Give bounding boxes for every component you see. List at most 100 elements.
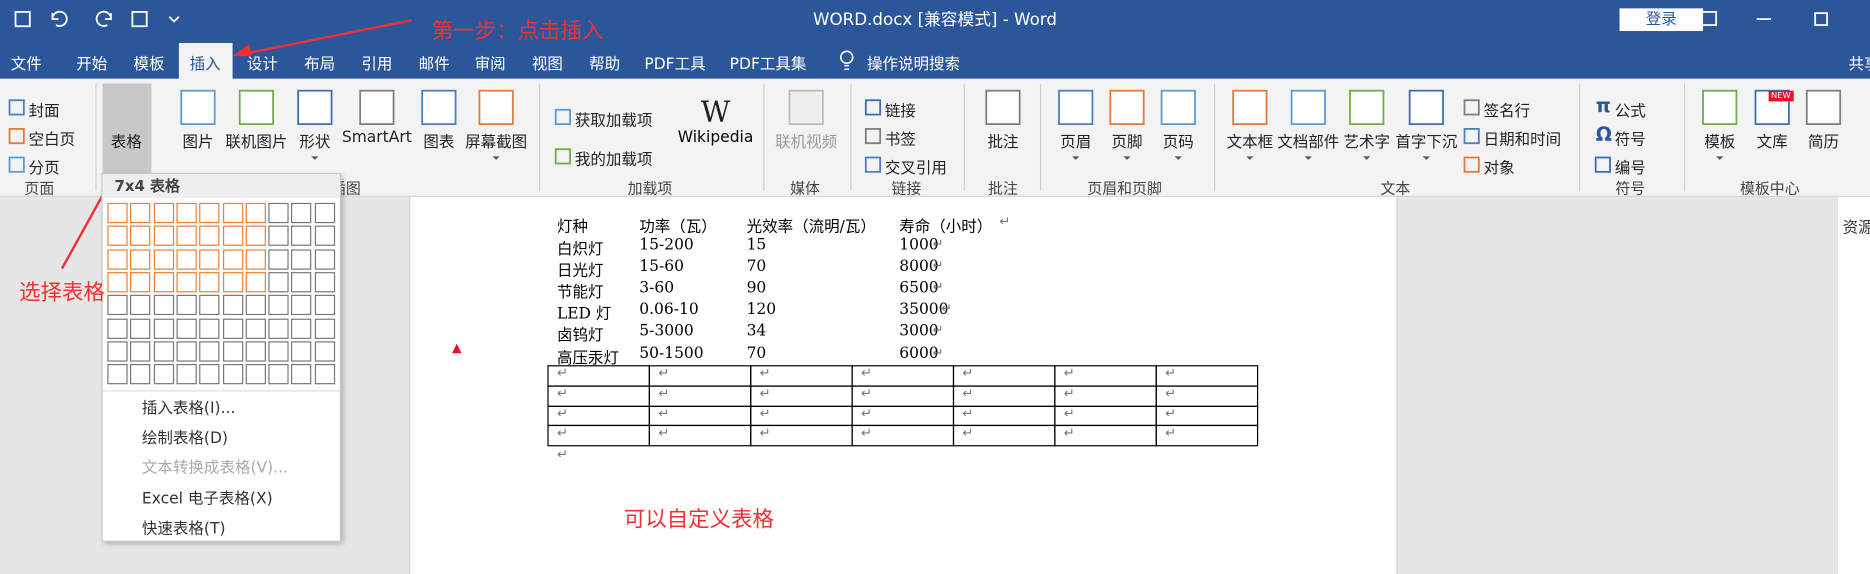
ribbon-button[interactable]: 我的加载项 [574, 151, 653, 170]
ribbon-button[interactable]: 分页 [28, 159, 60, 178]
ribbon-button[interactable]: 页眉 [1060, 133, 1092, 152]
grid-cell[interactable] [153, 341, 174, 362]
grid-cell[interactable] [153, 294, 174, 316]
ribbon-button[interactable]: 空白页 [28, 131, 76, 150]
ribbon-button[interactable]: 简历 [1807, 133, 1839, 152]
grid-cell[interactable] [314, 248, 335, 270]
grid-cell[interactable] [107, 341, 128, 362]
grid-cell[interactable] [291, 341, 312, 362]
grid-cell[interactable] [291, 248, 312, 270]
ribbon-button[interactable]: 联机图片 [225, 133, 288, 152]
grid-cell[interactable] [314, 202, 335, 224]
grid-cell[interactable] [245, 248, 266, 270]
grid-cell[interactable] [199, 364, 220, 385]
grid-cell[interactable] [199, 202, 220, 224]
grid-cell[interactable] [176, 318, 197, 339]
ribbon-tab[interactable]: 文件 [10, 56, 42, 74]
ribbon-button[interactable]: 页脚 [1111, 133, 1143, 152]
grid-cell[interactable] [176, 248, 197, 270]
ribbon-button[interactable]: 符号 [1614, 131, 1646, 150]
ribbon-button[interactable]: SmartArt [341, 128, 412, 147]
menu-item[interactable]: 绘制表格(D) [141, 429, 228, 448]
ribbon-button[interactable]: 模板 [1704, 133, 1736, 152]
ribbon-tab[interactable]: 视图 [531, 56, 563, 74]
grid-cell[interactable] [222, 248, 243, 270]
grid-cell[interactable] [222, 318, 243, 339]
grid-cell[interactable] [130, 364, 151, 385]
grid-cell[interactable] [130, 271, 151, 293]
grid-cell[interactable] [153, 225, 174, 247]
grid-cell[interactable] [245, 202, 266, 224]
menu-item[interactable]: 插入表格(I)... [141, 399, 236, 418]
grid-cell[interactable] [199, 248, 220, 270]
ribbon-button[interactable]: 页码 [1162, 133, 1194, 152]
grid-cell[interactable] [314, 318, 335, 339]
ribbon-button[interactable]: 交叉引用 [884, 159, 947, 178]
grid-cell[interactable] [245, 341, 266, 362]
login-button[interactable]: 登录 [1619, 8, 1704, 32]
ribbon-tab[interactable]: 引用 [361, 56, 393, 74]
grid-cell[interactable] [130, 341, 151, 362]
grid-cell[interactable] [176, 294, 197, 316]
ribbon-button[interactable]: 书签 [884, 131, 916, 150]
grid-cell[interactable] [176, 341, 197, 362]
grid-cell[interactable] [199, 271, 220, 293]
ribbon-button[interactable]: 日期和时间 [1483, 131, 1562, 150]
ribbon-tab[interactable]: 模板 [133, 56, 165, 74]
ribbon-button[interactable]: 对象 [1483, 159, 1515, 178]
ribbon-button[interactable]: 屏幕截图 [465, 133, 528, 152]
grid-cell[interactable] [222, 271, 243, 293]
grid-cell[interactable] [268, 364, 289, 385]
grid-cell[interactable] [222, 364, 243, 385]
ribbon-button[interactable]: 艺术字 [1343, 133, 1390, 152]
grid-cell[interactable] [291, 318, 312, 339]
grid-cell[interactable] [176, 225, 197, 247]
grid-cell[interactable] [107, 271, 128, 293]
grid-cell[interactable] [153, 271, 174, 293]
grid-cell[interactable] [107, 248, 128, 270]
grid-cell[interactable] [176, 364, 197, 385]
grid-cell[interactable] [222, 202, 243, 224]
grid-cell[interactable] [176, 271, 197, 293]
grid-cell[interactable] [222, 294, 243, 316]
ribbon-tab[interactable]: 布局 [304, 56, 336, 74]
menu-item[interactable]: 文本转换成表格(V)... [141, 459, 288, 478]
ribbon-button[interactable]: 批注 [987, 133, 1019, 152]
grid-cell[interactable] [222, 341, 243, 362]
ribbon-button[interactable]: 封面 [28, 102, 60, 121]
ribbon-tab[interactable]: PDF工具 [644, 56, 706, 74]
ribbon-button[interactable]: 表格 [110, 133, 142, 152]
grid-cell[interactable] [245, 364, 266, 385]
grid-cell[interactable] [153, 202, 174, 224]
grid-cell[interactable] [291, 202, 312, 224]
grid-cell[interactable] [107, 225, 128, 247]
ribbon-button[interactable]: 首字下沉 [1395, 133, 1458, 152]
grid-cell[interactable] [268, 341, 289, 362]
grid-cell[interactable] [314, 294, 335, 316]
grid-cell[interactable] [314, 364, 335, 385]
grid-cell[interactable] [199, 341, 220, 362]
grid-cell[interactable] [130, 318, 151, 339]
grid-cell[interactable] [245, 318, 266, 339]
ribbon-button[interactable]: 文本框 [1226, 133, 1274, 152]
ribbon-button[interactable]: 联机视频 [775, 133, 838, 152]
grid-cell[interactable] [245, 225, 266, 247]
ribbon-tab[interactable]: PDF工具集 [729, 56, 807, 74]
ribbon-button[interactable]: 获取加载项 [574, 112, 653, 131]
ribbon-button[interactable]: 文库 [1756, 133, 1788, 152]
ribbon-button[interactable]: 链接 [884, 102, 916, 121]
grid-cell[interactable] [291, 364, 312, 385]
grid-cell[interactable] [199, 225, 220, 247]
grid-cell[interactable] [153, 364, 174, 385]
grid-cell[interactable] [130, 202, 151, 224]
ribbon-button[interactable]: 文档部件 [1277, 133, 1340, 152]
grid-cell[interactable] [199, 318, 220, 339]
grid-cell[interactable] [268, 318, 289, 339]
grid-cell[interactable] [268, 294, 289, 316]
menu-item[interactable]: 快速表格(T) [141, 520, 226, 538]
grid-cell[interactable] [199, 294, 220, 316]
ribbon-tab[interactable]: 开始 [76, 56, 108, 74]
ribbon-button[interactable]: 形状 [299, 133, 331, 152]
ribbon-button[interactable]: 签名行 [1483, 102, 1531, 121]
grid-cell[interactable] [153, 318, 174, 339]
